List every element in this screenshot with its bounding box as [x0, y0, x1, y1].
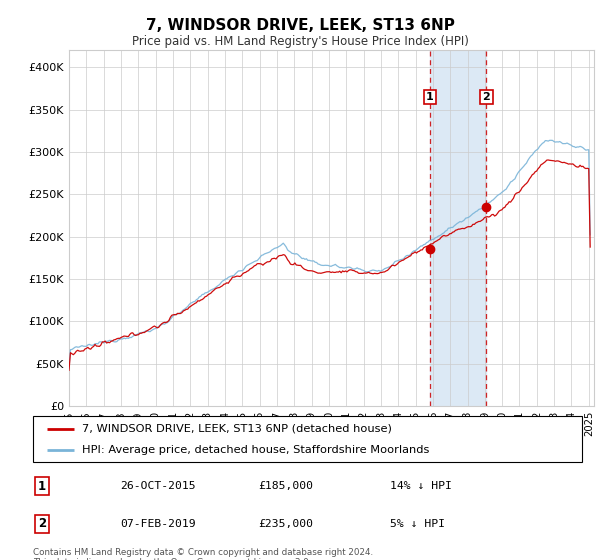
Text: 2: 2	[482, 92, 490, 102]
Text: 07-FEB-2019: 07-FEB-2019	[120, 519, 196, 529]
Text: 5% ↓ HPI: 5% ↓ HPI	[390, 519, 445, 529]
Text: 1: 1	[38, 479, 46, 493]
Text: 2: 2	[38, 517, 46, 530]
Text: 7, WINDSOR DRIVE, LEEK, ST13 6NP (detached house): 7, WINDSOR DRIVE, LEEK, ST13 6NP (detach…	[82, 423, 392, 433]
Text: 14% ↓ HPI: 14% ↓ HPI	[390, 481, 452, 491]
Text: 26-OCT-2015: 26-OCT-2015	[120, 481, 196, 491]
Text: Price paid vs. HM Land Registry's House Price Index (HPI): Price paid vs. HM Land Registry's House …	[131, 35, 469, 49]
Text: HPI: Average price, detached house, Staffordshire Moorlands: HPI: Average price, detached house, Staf…	[82, 445, 430, 455]
Text: 7, WINDSOR DRIVE, LEEK, ST13 6NP: 7, WINDSOR DRIVE, LEEK, ST13 6NP	[146, 18, 454, 32]
Text: Contains HM Land Registry data © Crown copyright and database right 2024.
This d: Contains HM Land Registry data © Crown c…	[33, 548, 373, 560]
Text: 1: 1	[426, 92, 434, 102]
Bar	[430, 50, 486, 406]
Text: £235,000: £235,000	[258, 519, 313, 529]
FancyBboxPatch shape	[33, 416, 582, 462]
Text: £185,000: £185,000	[258, 481, 313, 491]
